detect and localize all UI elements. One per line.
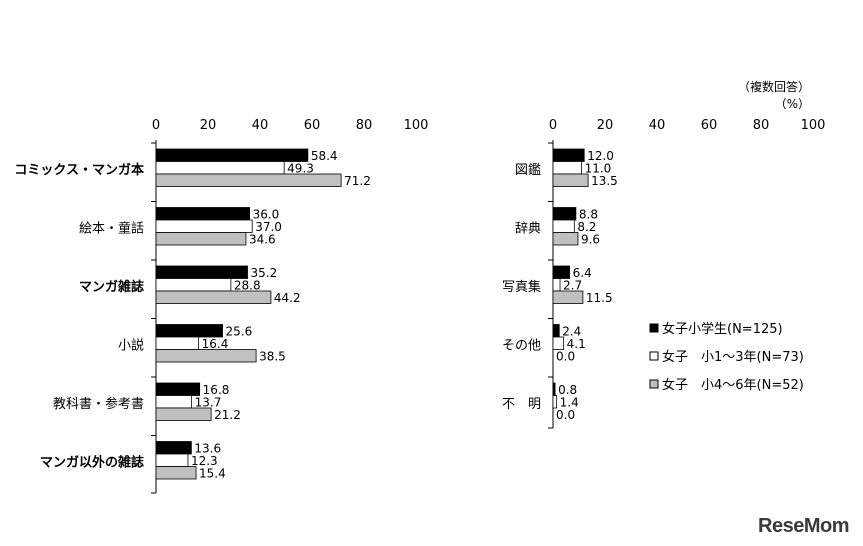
left-data-label: 15.4 xyxy=(199,467,226,481)
right-x-tick-label: 40 xyxy=(649,118,666,133)
left-data-label: 49.3 xyxy=(287,162,314,176)
right-bar xyxy=(552,395,558,409)
left-data-label: 21.2 xyxy=(214,408,241,422)
left-x-tick-label: 20 xyxy=(200,118,217,133)
left-x-tick-label: 100 xyxy=(404,118,429,133)
right-data-label: 8.2 xyxy=(577,220,596,234)
left-bar xyxy=(155,441,192,455)
left-bar xyxy=(155,395,193,409)
right-bar xyxy=(552,219,575,233)
right-data-label: 1.4 xyxy=(560,396,579,410)
right-x-tick-label: 80 xyxy=(753,118,770,133)
right-data-label: 6.4 xyxy=(573,266,592,280)
left-data-label: 25.6 xyxy=(226,325,253,339)
left-data-label: 16.8 xyxy=(203,383,230,397)
legend-label: 女子小学生(N=125) xyxy=(662,321,783,337)
left-bar xyxy=(155,349,257,363)
response-note: （複数回答） （%） xyxy=(720,78,810,112)
right-bar xyxy=(552,232,579,246)
legend-swatch xyxy=(649,323,659,333)
left-bar xyxy=(155,407,212,421)
right-bar xyxy=(552,148,585,162)
left-data-label: 44.2 xyxy=(274,291,301,305)
right-bar xyxy=(552,290,584,304)
left-data-label: 71.2 xyxy=(344,174,371,188)
right-data-label: 4.1 xyxy=(567,337,586,351)
left-bar xyxy=(155,290,272,304)
right-data-label: 12.0 xyxy=(587,149,614,163)
right-category-label: その他 xyxy=(502,339,541,354)
left-category-label: コミックス・マンガ本 xyxy=(14,162,144,178)
left-bar xyxy=(155,278,232,292)
right-x-tick-label: 20 xyxy=(597,118,614,133)
left-x-tick-label: 80 xyxy=(356,118,373,133)
left-x-tick-label: 0 xyxy=(152,118,160,133)
left-data-label: 38.5 xyxy=(259,350,286,364)
left-bar xyxy=(155,219,253,233)
left-category-label: 絵本・童話 xyxy=(79,221,144,237)
left-data-label: 37.0 xyxy=(255,220,282,234)
right-category-label: 不 明 xyxy=(502,397,541,412)
right-bar xyxy=(552,161,583,175)
left-category-label: マンガ以外の雑誌 xyxy=(40,455,144,471)
right-bar xyxy=(552,207,577,221)
left-data-label: 28.8 xyxy=(234,279,261,293)
right-bar xyxy=(552,336,565,350)
right-data-label: 0.8 xyxy=(558,383,577,397)
left-bar xyxy=(155,466,197,480)
left-data-label: 34.6 xyxy=(249,233,276,247)
right-data-label: 11.5 xyxy=(586,291,613,305)
left-data-label: 36.0 xyxy=(253,208,280,222)
right-data-label: 2.7 xyxy=(563,279,582,293)
left-bar xyxy=(155,324,223,338)
right-category-label: 辞典 xyxy=(515,222,541,237)
resemom-logo: ReseMom xyxy=(758,515,849,537)
right-x-tick-label: 100 xyxy=(801,118,826,133)
right-data-label: 0.0 xyxy=(556,350,575,364)
left-bar xyxy=(155,173,342,187)
left-bar xyxy=(155,453,189,467)
left-bar xyxy=(155,336,200,350)
right-bar xyxy=(552,265,571,279)
left-data-label: 13.6 xyxy=(194,442,221,456)
left-category-label: マンガ雑誌 xyxy=(79,279,144,295)
legend-swatch xyxy=(649,379,659,389)
note-unit: （%） xyxy=(774,97,810,111)
legend-label: 女子 小1～3年(N=73) xyxy=(662,349,804,365)
right-bar xyxy=(552,173,589,187)
right-category-label: 写真集 xyxy=(502,279,541,295)
legend-swatch xyxy=(649,351,659,361)
right-x-tick-label: 0 xyxy=(549,118,557,133)
right-data-label: 8.8 xyxy=(579,208,598,222)
right-bar xyxy=(552,278,561,292)
right-bar xyxy=(552,324,560,338)
left-data-label: 12.3 xyxy=(191,454,218,468)
left-bar xyxy=(155,207,250,221)
left-bar xyxy=(155,382,201,396)
note-multiple-answers: （複数回答） xyxy=(737,80,810,94)
legend-label: 女子 小4～6年(N=52) xyxy=(662,377,804,393)
right-category-label: 図鑑 xyxy=(515,162,541,178)
left-category-label: 教科書・参考書 xyxy=(53,396,144,412)
right-data-label: 2.4 xyxy=(562,325,581,339)
right-x-tick-label: 60 xyxy=(701,118,718,133)
left-bar xyxy=(155,232,247,246)
left-bar xyxy=(155,148,309,162)
left-bar xyxy=(155,265,248,279)
left-x-tick-label: 40 xyxy=(252,118,269,133)
right-data-label: 0.0 xyxy=(556,408,575,422)
left-data-label: 35.2 xyxy=(251,266,278,280)
right-data-label: 11.0 xyxy=(585,162,612,176)
right-data-label: 13.5 xyxy=(591,174,618,188)
left-x-tick-label: 60 xyxy=(304,118,321,133)
right-data-label: 9.6 xyxy=(581,233,600,247)
left-data-label: 13.7 xyxy=(195,396,222,410)
left-category-label: 小説 xyxy=(118,338,144,354)
left-data-label: 16.4 xyxy=(202,337,229,351)
right-bar xyxy=(552,382,556,396)
left-data-label: 58.4 xyxy=(311,149,338,163)
left-bar xyxy=(155,161,285,175)
